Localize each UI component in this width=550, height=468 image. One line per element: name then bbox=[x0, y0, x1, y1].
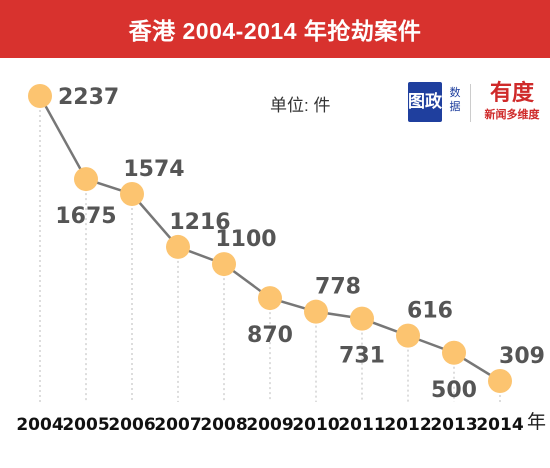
value-label-2008: 1100 bbox=[215, 227, 276, 252]
tuzheng-logo-sub: 数据 bbox=[449, 87, 461, 113]
x-tick-2011: 2011 bbox=[338, 415, 385, 435]
data-point-2013 bbox=[442, 340, 466, 365]
data-point-2008 bbox=[212, 252, 236, 277]
logo-area: 图政 数据 有度 新闻多维度 bbox=[406, 78, 548, 128]
data-point-2011 bbox=[350, 306, 374, 331]
chart-title: 香港 2004-2014 年抢劫案件 bbox=[0, 0, 550, 58]
data-point-2010 bbox=[304, 299, 328, 324]
youdu-logo-icon: 有度 bbox=[489, 80, 534, 105]
value-label-2007: 1216 bbox=[169, 210, 230, 235]
x-axis-ticks: 2004200520062007200820092010201120122013… bbox=[16, 415, 523, 435]
x-axis-unit: 年 bbox=[527, 411, 546, 433]
x-tick-2010: 2010 bbox=[292, 415, 339, 435]
value-label-2009: 870 bbox=[247, 323, 293, 348]
data-point-2014 bbox=[488, 369, 512, 393]
value-label-2013: 500 bbox=[431, 378, 477, 403]
x-tick-2007: 2007 bbox=[154, 415, 201, 435]
data-point-2007 bbox=[166, 234, 190, 259]
data-points bbox=[28, 84, 512, 393]
data-point-2004 bbox=[28, 84, 52, 108]
tuzheng-logo-icon: 图政 bbox=[408, 82, 442, 122]
data-point-2006 bbox=[120, 182, 144, 207]
x-tick-2008: 2008 bbox=[200, 415, 247, 435]
value-label-2010: 778 bbox=[315, 275, 361, 300]
x-tick-2014: 2014 bbox=[476, 415, 523, 435]
value-label-2011: 731 bbox=[339, 344, 385, 369]
value-label-2005: 1675 bbox=[55, 204, 116, 229]
x-tick-2009: 2009 bbox=[246, 415, 293, 435]
data-point-2005 bbox=[74, 167, 98, 192]
data-point-2009 bbox=[258, 286, 282, 311]
x-tick-2012: 2012 bbox=[384, 415, 431, 435]
youdu-logo-sub: 新闻多维度 bbox=[484, 109, 540, 121]
data-point-2012 bbox=[396, 323, 420, 348]
x-tick-2006: 2006 bbox=[108, 415, 155, 435]
year-dotted-lines bbox=[39, 110, 501, 402]
value-label-2014: 309 bbox=[499, 344, 545, 369]
value-label-2004: 2237 bbox=[58, 85, 119, 110]
x-tick-2013: 2013 bbox=[430, 415, 477, 435]
value-label-2012: 616 bbox=[407, 299, 453, 324]
logo-divider bbox=[470, 84, 471, 122]
unit-label: 单位: 件 bbox=[270, 96, 331, 115]
value-label-2006: 1574 bbox=[123, 157, 184, 182]
x-tick-2005: 2005 bbox=[62, 415, 109, 435]
x-tick-2004: 2004 bbox=[16, 415, 63, 435]
